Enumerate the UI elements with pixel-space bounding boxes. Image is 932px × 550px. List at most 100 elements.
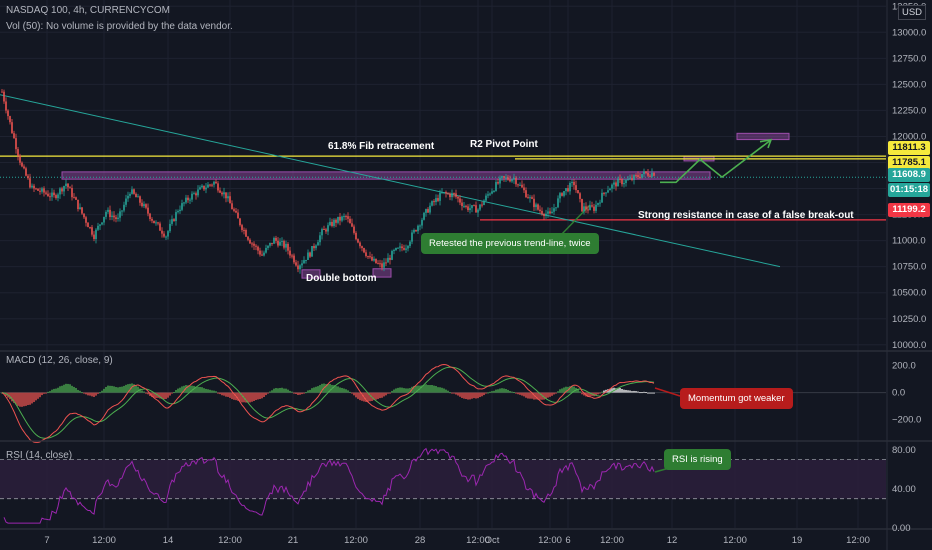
macd-histogram-bar [315,386,317,393]
macd-histogram-bar [427,385,429,393]
macd-histogram-bar [213,390,215,393]
macd-histogram-bar [637,391,639,393]
candle-body [367,256,369,258]
macd-histogram-bar [489,391,491,393]
candle-body [9,116,11,123]
macd-histogram-bar [353,392,355,396]
candle-body [207,184,209,188]
macd-histogram-bar [21,392,23,407]
macd-histogram-bar [355,392,357,398]
candle-body [55,195,57,199]
macd-histogram-bar [401,387,403,393]
x-tick-label: 14 [163,535,174,546]
candle-body [57,194,59,199]
macd-histogram-bar [27,392,29,406]
candle-body [19,155,21,163]
y-tick-label: 10500.0 [892,288,926,299]
macd-histogram-bar [123,385,125,393]
candle-body [285,243,287,248]
candle-body [635,175,637,177]
candle-body [11,122,13,134]
candle-body [237,212,239,219]
candle-body [233,209,235,211]
rsi-callout: RSI is rising [664,449,731,470]
candle-body [457,196,459,199]
candle-body [525,190,527,198]
macd-histogram-bar [595,392,597,396]
candle-body [539,209,541,211]
macd-histogram-bar [207,389,209,393]
candle-body [619,178,621,180]
x-tick-label: Oct [485,535,500,546]
candle-body [303,260,305,264]
macd-histogram-bar [413,385,415,393]
candle-body [317,242,319,246]
macd-histogram-bar [91,392,93,397]
macd-histogram-bar [471,392,473,399]
macd-histogram-bar [553,392,555,395]
candle-body [595,204,597,211]
macd-histogram-bar [639,392,641,394]
macd-histogram-bar [609,388,611,393]
candle-body [199,187,201,190]
candle-body [403,248,405,250]
candle-body [253,243,255,246]
candle-body [577,190,579,194]
macd-histogram-bar [391,390,393,393]
x-tick-label: 12:00 [92,535,116,546]
macd-histogram-bar [73,386,75,393]
candle-body [555,207,557,209]
candle-body [369,256,371,258]
candle-body [135,193,137,198]
candle-body [569,182,571,192]
macd-histogram-bar [131,383,133,393]
macd-histogram-bar [217,392,219,394]
current-price-label: 11608.9 [888,168,930,182]
macd-histogram-bar [383,392,385,397]
macd-histogram-bar [57,387,59,393]
candle-body [647,172,649,176]
macd-histogram-bar [433,385,435,393]
candle-body [535,204,537,208]
macd-histogram-bar [225,392,227,397]
candle-body [95,229,97,240]
candle-body [315,245,317,249]
macd-histogram-bar [167,392,169,398]
candle-body [193,193,195,195]
candle-body [499,177,501,184]
candle-body [181,203,183,210]
double-bottom-left-box [301,269,321,279]
candle-body [17,149,19,156]
macd-histogram-bar [529,392,531,399]
candle-body [93,234,95,240]
macd-histogram-bar [165,392,167,399]
macd-histogram-bar [495,389,497,393]
candle-body [291,255,293,257]
y-tick-label: 12500.0 [892,79,926,90]
macd-histogram-bar [41,392,43,396]
candle-body [3,91,5,102]
candle-body [35,188,37,190]
candle-body [105,211,107,217]
macd-histogram-bar [513,391,515,393]
currency-badge[interactable]: USD [898,5,926,20]
macd-histogram-bar [189,385,191,393]
macd-histogram-bar [179,387,181,393]
candle-body [611,184,613,189]
candle-body [255,245,257,247]
macd-histogram-bar [447,390,449,393]
candle-body [41,188,43,192]
macd-histogram-bar [491,391,493,393]
candle-body [307,252,309,260]
macd-histogram-bar [191,385,193,393]
x-tick-label: 12:00 [466,535,490,546]
macd-histogram-bar [105,386,107,393]
macd-histogram-bar [399,387,401,393]
candle-body [485,195,487,201]
countdown-label: 01:15:18 [888,183,930,197]
macd-histogram-bar [561,388,563,393]
candle-body [305,259,307,261]
macd-histogram-bar [455,392,457,395]
macd-histogram-bar [65,383,67,393]
